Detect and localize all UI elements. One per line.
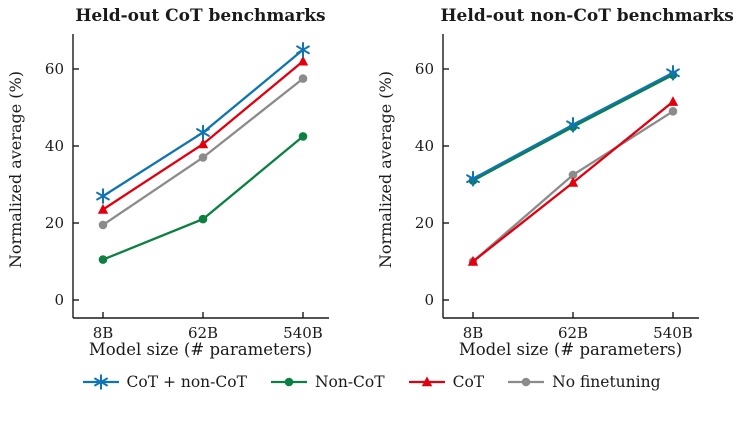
y-axis-label: Normalized average (%) (6, 71, 25, 269)
series-line-no-finetuning (101, 77, 304, 227)
circle-marker (568, 170, 577, 180)
x-tick-label: 62B (187, 324, 217, 340)
star-marker (93, 374, 108, 390)
circle-marker (198, 214, 207, 224)
charts-row: Held-out CoT benchmarks Normalized avera… (1, 6, 741, 359)
y-tick-label: 0 (424, 291, 434, 309)
y-tick-label: 60 (44, 60, 63, 78)
plot-row: Normalized average (%) 0 20 40 60 8B 62B 540B (371, 28, 741, 340)
triangle-marker (421, 376, 432, 387)
circle-marker (521, 377, 531, 387)
x-tick-label: 8B (92, 324, 113, 340)
triangle-marker (467, 255, 478, 266)
triangle-marker-icon (408, 376, 445, 387)
triangle-marker (567, 177, 578, 187)
star-marker (565, 117, 580, 133)
star-marker (465, 170, 480, 187)
chart-held-out-cot: Held-out CoT benchmarks Normalized avera… (1, 6, 371, 359)
star-marker (195, 124, 210, 141)
triangle-marker (297, 55, 308, 66)
legend-item-non-cot: Non-CoT (269, 373, 385, 391)
legend-label: Non-CoT (314, 373, 385, 391)
circle-marker (98, 220, 107, 230)
y-tick-label: 20 (44, 214, 63, 232)
chart-held-out-non-cot: Held-out non-CoT benchmarks Normalized a… (371, 6, 741, 359)
circle-marker (284, 377, 294, 387)
circle-marker-icon (270, 377, 307, 387)
y-tick-label: 40 (44, 137, 63, 155)
y-tick-label: 0 (54, 291, 64, 309)
legend-label: CoT + non-CoT (126, 373, 247, 391)
y-axis-label-container: Normalized average (%) (371, 28, 401, 340)
x-tick-label: 540B (653, 324, 693, 340)
triangle-marker (97, 203, 108, 214)
circle-marker (198, 153, 207, 162)
star-marker (295, 42, 310, 58)
star-marker (95, 188, 110, 204)
legend-label: CoT (452, 373, 485, 391)
plot-row: Normalized average (%) 0 20 40 60 8B 62B 540B (1, 28, 371, 340)
legend-item-no-finetuning: No finetuning (506, 373, 661, 391)
chart-title: Held-out CoT benchmarks (75, 6, 326, 26)
axes (441, 34, 699, 319)
x-tick-label: 62B (557, 324, 587, 340)
x-tick-label: 8B (462, 324, 483, 340)
y-axis-label-container: Normalized average (%) (1, 28, 31, 340)
y-tick-label: 20 (414, 214, 433, 232)
circle-marker (298, 74, 307, 83)
y-axis-label: Normalized average (%) (376, 71, 395, 269)
triangle-marker (197, 138, 208, 149)
figure: Held-out CoT benchmarks Normalized avera… (1, 6, 741, 391)
legend-item-cot: CoT (407, 373, 485, 391)
plot-area-non-cot: 0 20 40 60 8B 62B 540B (414, 34, 699, 340)
series-line-cot-non-cot (101, 48, 304, 198)
circle-marker-icon (508, 377, 545, 387)
legend-label: No finetuning (552, 373, 661, 391)
circle-marker (98, 255, 107, 264)
y-tick-label: 60 (414, 60, 433, 78)
legend: CoT + non-CoT Non-CoT CoT No finetuning (81, 373, 661, 391)
plot-area-cot: 0 20 40 60 8B 62B 540B (44, 34, 329, 340)
circle-marker (298, 132, 307, 141)
circle-marker (668, 107, 677, 116)
axes (71, 34, 329, 319)
star-marker-icon (82, 374, 119, 390)
triangle-marker (667, 96, 678, 106)
x-tick-label: 540B (283, 324, 323, 340)
chart-title: Held-out non-CoT benchmarks (440, 6, 734, 26)
legend-item-cot-plus-non-cot: CoT + non-CoT (81, 373, 247, 391)
star-marker (665, 65, 680, 81)
y-tick-label: 40 (414, 137, 433, 155)
x-axis-label: Model size (# parameters) (88, 340, 313, 359)
x-axis-label: Model size (# parameters) (458, 340, 683, 359)
